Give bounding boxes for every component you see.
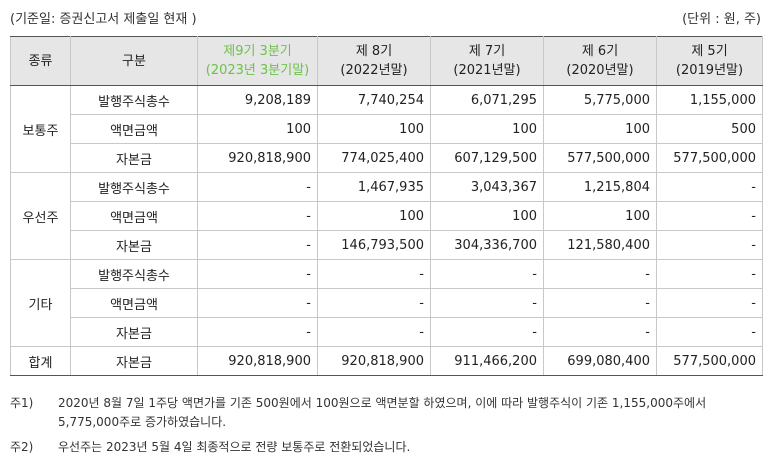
- value-cell: -: [197, 317, 318, 347]
- value-cell: 7,740,254: [317, 85, 431, 115]
- row-label: 액면금액: [70, 201, 198, 231]
- footnote-label: 주1): [10, 396, 34, 410]
- value-cell: -: [430, 288, 544, 318]
- column-header: 제 5기 (2019년말): [656, 36, 763, 86]
- value-cell: 100: [543, 201, 657, 231]
- table-row: 자본금 920,818,900 774,025,400 607,129,500 577,…: [11, 143, 763, 173]
- column-header: 구분: [70, 36, 198, 86]
- footnote: 주2) 우선주는 2023년 5월 4일 최종적으로 전량 보통주로 전환되었습니…: [10, 438, 762, 457]
- capital-table: 종류 구분 제9기 3분기 (2023년 3분기말) 제 8기 (2022년말) 제 7기(…: [10, 36, 763, 376]
- unit-note: (단위 : 원, 주): [682, 12, 761, 27]
- footnote-label: 주2): [10, 440, 34, 454]
- value-cell: -: [317, 288, 431, 318]
- value-cell: -: [430, 317, 544, 347]
- table-body: 보통주 발행주식총수 9,208,189 7,740,254 6,071,295 5,77…: [10, 85, 763, 376]
- value-cell: 100: [317, 201, 431, 231]
- row-label: 발행주식총수: [70, 85, 198, 115]
- table-row: 액면금액 - - - - -: [11, 288, 763, 318]
- value-cell: -: [656, 172, 763, 202]
- value-cell: 304,336,700: [430, 230, 544, 260]
- value-cell: 146,793,500: [317, 230, 431, 260]
- table-row: 기타 발행주식총수 - - - - -: [10, 259, 763, 347]
- value-cell: 1,155,000: [656, 85, 763, 115]
- row-label: 자본금: [70, 143, 198, 173]
- value-cell: -: [656, 201, 763, 231]
- row-label: 액면금액: [70, 114, 198, 144]
- value-cell: 121,580,400: [543, 230, 657, 260]
- column-header: 제 6기 (2020년말): [543, 36, 657, 86]
- value-cell: 920,818,900: [197, 346, 318, 376]
- value-cell: -: [656, 230, 763, 260]
- table-header-row: 종류 구분 제9기 3분기 (2023년 3분기말) 제 8기 (2022년말) 제 7기(…: [10, 36, 763, 86]
- value-cell: 6,071,295: [430, 85, 544, 115]
- value-cell: 699,080,400: [543, 346, 657, 376]
- row-label: 발행주식총수: [70, 259, 198, 289]
- value-cell: 774,025,400: [317, 143, 431, 173]
- row-label: 자본금: [70, 230, 198, 260]
- stock-type-cell: 보통주: [10, 85, 71, 173]
- value-cell: 100: [317, 114, 431, 144]
- column-header: 제 8기 (2022년말): [317, 36, 431, 86]
- value-cell: 577,500,000: [543, 143, 657, 173]
- table-row: 액면금액 100 100 100 100 500: [11, 114, 763, 144]
- value-cell: -: [317, 317, 431, 347]
- value-cell: 100: [430, 114, 544, 144]
- value-cell: 5,775,000: [543, 85, 657, 115]
- value-cell: -: [656, 288, 763, 318]
- value-cell: 100: [197, 114, 318, 144]
- stock-type-cell: 기타: [10, 259, 71, 347]
- value-cell: -: [543, 317, 657, 347]
- value-cell: 100: [430, 201, 544, 231]
- column-header: 제9기 3분기 (2023년 3분기말): [197, 36, 318, 86]
- value-cell: -: [656, 259, 763, 289]
- value-cell: 9,208,189: [197, 85, 318, 115]
- table-row: 액면금액 -100 100 100-: [11, 201, 763, 231]
- value-cell: -: [197, 259, 318, 289]
- value-cell: -: [317, 259, 431, 289]
- column-header: 제 7기 (2021년말): [430, 36, 544, 86]
- row-label: 자본금: [70, 317, 198, 347]
- value-cell: 577,500,000: [656, 346, 763, 376]
- value-cell: 607,129,500: [430, 143, 544, 173]
- value-cell: -: [543, 288, 657, 318]
- value-cell: 3,043,367: [430, 172, 544, 202]
- value-cell: -: [543, 259, 657, 289]
- table-row: 자본금 -146,793,500 304,336,700 121,580,400-: [11, 230, 763, 260]
- row-label: 발행주식총수: [70, 172, 198, 202]
- footnotes: 주1) 2020년 8월 7일 1주당 액면가를 기존 500원에서 100원으로…: [10, 394, 762, 457]
- footnote-text: 2020년 8월 7일 1주당 액면가를 기존 500원에서 100원으로 액면…: [58, 396, 707, 429]
- value-cell: -: [430, 259, 544, 289]
- value-cell: -: [197, 201, 318, 231]
- value-cell: 100: [543, 114, 657, 144]
- table-row: 보통주 발행주식총수 9,208,189 7,740,254 6,071,295 5,77…: [10, 85, 763, 173]
- row-label: 액면금액: [70, 288, 198, 318]
- value-cell: -: [656, 317, 763, 347]
- value-cell: 911,466,200: [430, 346, 544, 376]
- table-row: 자본금 - - - - -: [11, 317, 763, 347]
- table-row: 우선주 발행주식총수 -1,467,935 3,043,367 1,215,804-: [10, 172, 763, 260]
- value-cell: -: [197, 172, 318, 202]
- value-cell: 500: [656, 114, 763, 144]
- footnote: 주1) 2020년 8월 7일 1주당 액면가를 기존 500원에서 100원으로…: [10, 394, 762, 432]
- stock-type-cell: 우선주: [10, 172, 71, 260]
- value-cell: -: [197, 288, 318, 318]
- value-cell: 1,467,935: [317, 172, 431, 202]
- row-label: 자본금: [70, 346, 198, 376]
- value-cell: 1,215,804: [543, 172, 657, 202]
- value-cell: 920,818,900: [197, 143, 318, 173]
- table-row: 합계 자본금 920,818,900 920,818,900 911,466,200 69…: [10, 346, 763, 376]
- basis-date-note: (기준일: 증권신고서 제출일 현재 ): [10, 12, 197, 27]
- value-cell: 920,818,900: [317, 346, 431, 376]
- column-header: 종류: [10, 36, 71, 86]
- stock-type-cell: 합계: [10, 346, 71, 376]
- footnote-text: 우선주는 2023년 5월 4일 최종적으로 전량 보통주로 전환되었습니다.: [58, 440, 411, 454]
- value-cell: -: [197, 230, 318, 260]
- value-cell: 577,500,000: [656, 143, 763, 173]
